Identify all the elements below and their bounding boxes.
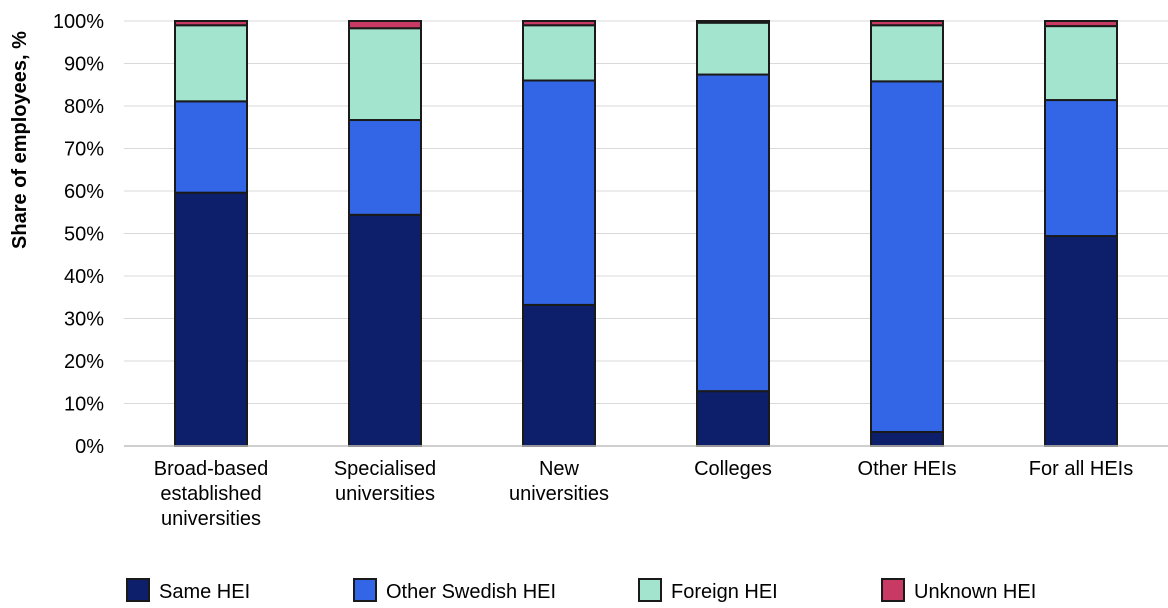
x-tick-label: New universities <box>509 458 609 505</box>
x-tick-label: Specialised universities <box>334 458 436 505</box>
x-tick-label: Broad-based established universities <box>154 458 269 530</box>
bar-segment <box>174 24 248 103</box>
bar-segment <box>348 213 422 447</box>
x-tick-label: Colleges <box>694 458 772 480</box>
legend-swatch <box>126 578 150 602</box>
bar-segment <box>348 20 422 30</box>
bar-segment <box>522 79 596 306</box>
axes: 0% 10% 20% 30% 40% 50% 60% 70% 80% 90% 100% Broad-b… <box>53 11 1168 530</box>
gridlines <box>124 20 1168 404</box>
y-tick-label: 60% <box>64 181 104 203</box>
x-tick-label: Other HEIs <box>858 458 957 480</box>
bar-segment <box>870 430 944 448</box>
y-tick-label: 10% <box>64 394 104 416</box>
bars <box>174 20 1118 448</box>
y-tick-label: 70% <box>64 139 104 161</box>
y-tick-label: 50% <box>64 224 104 246</box>
bar-segment <box>870 24 944 83</box>
bar-segment <box>696 20 770 24</box>
legend-swatch <box>353 578 377 602</box>
x-tick-label: For all HEIs <box>1029 458 1133 480</box>
bar-segment <box>696 73 770 393</box>
bar-segment <box>174 100 248 194</box>
bar-segment <box>348 27 422 122</box>
legend-label: Unknown HEI <box>914 581 1036 603</box>
y-tick-label: 0% <box>75 436 104 458</box>
legend-label: Same HEI <box>159 581 250 603</box>
bar-segment <box>522 303 596 447</box>
y-tick-label: 90% <box>64 54 104 76</box>
bar-segment <box>1044 235 1118 447</box>
bar-segment <box>1044 20 1118 28</box>
bar-segment <box>870 20 944 27</box>
bar-segment <box>348 119 422 216</box>
legend-swatch <box>638 578 662 602</box>
y-tick-label: 100% <box>53 11 104 33</box>
y-tick-label: 40% <box>64 266 104 288</box>
bar-segment <box>174 20 248 27</box>
legend: Same HEI Other Swedish HEI Foreign HEI Unkn… <box>126 578 1036 603</box>
bar-segment <box>522 20 596 27</box>
bar-segment <box>174 191 248 447</box>
bar-segment <box>870 80 944 433</box>
bar-segment <box>1044 25 1118 102</box>
legend-label: Foreign HEI <box>671 581 778 603</box>
y-tick-label: 20% <box>64 351 104 373</box>
bar-segment <box>522 24 596 82</box>
legend-label: Other Swedish HEI <box>386 581 556 603</box>
bar-segment <box>696 21 770 76</box>
y-axis-title: Share of employees, % <box>9 31 31 249</box>
y-tick-label: 80% <box>64 96 104 118</box>
bar-segment <box>696 390 770 447</box>
bar-segment <box>1044 99 1118 238</box>
y-tick-label: 30% <box>64 309 104 331</box>
legend-swatch <box>881 578 905 602</box>
